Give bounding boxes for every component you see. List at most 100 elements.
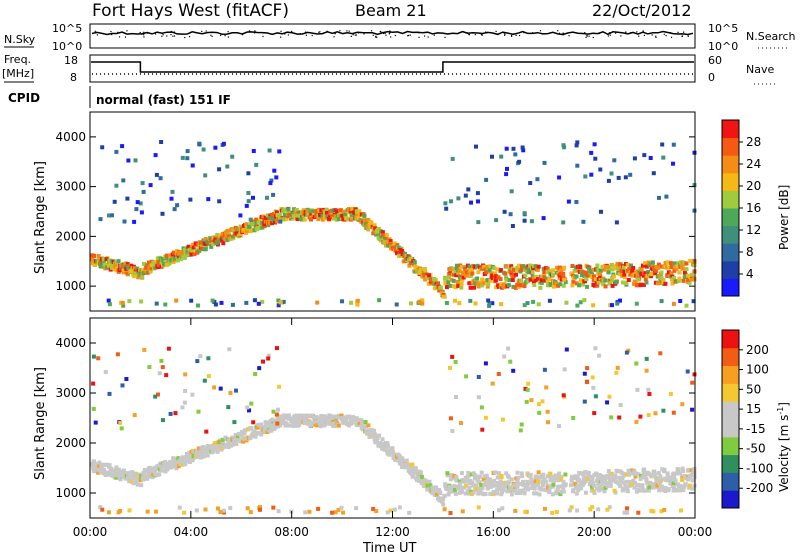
power-cell [592,274,596,279]
velocity-cell [578,484,583,489]
velocity-cell [569,483,573,488]
noise-dot [284,33,286,35]
power-ytick-label: 4000 [55,130,86,144]
power-cell [511,146,516,151]
velocity-cell [526,381,531,386]
noise-dot [511,35,513,37]
velocity-cell [554,491,559,496]
noise-dot [376,36,378,38]
power-cell [511,274,516,278]
velocity-cell [161,418,165,423]
velocity-colorbar-cell [722,454,739,473]
velocity-cell [629,482,634,487]
velocity-cell [415,474,420,479]
power-cell [636,283,641,288]
velocity-cell [382,444,387,449]
velocity-cell [171,456,176,461]
power-cell [300,217,305,222]
power-cell [141,189,146,194]
noise-dot [504,34,506,36]
noise-dot [390,36,392,38]
power-cell [244,223,249,228]
velocity-cell [233,433,238,437]
velocity-colorbar-cell [722,365,739,384]
power-cell [93,263,98,267]
power-cell [641,263,645,268]
power-cell [547,269,552,274]
velocity-cell [130,470,135,475]
velocity-cell [672,475,677,480]
power-cell [229,228,234,233]
power-cell [578,300,583,305]
noise-dot [562,34,564,36]
power-cell [678,299,683,303]
power-cell [369,220,374,225]
velocity-cell [449,473,454,478]
power-cell [409,301,413,306]
noise-tick-top: 10^5 [52,22,82,35]
power-cell [454,273,459,278]
power-cell [225,228,230,233]
velocity-cell [333,510,338,515]
power-cell [644,280,649,285]
power-cell [147,260,151,265]
power-cell [599,209,603,214]
power-cell [297,213,302,218]
velocity-cell [267,423,272,428]
velocity-cell [498,479,503,484]
velocity-cell [529,486,534,491]
noise-dot [210,34,212,36]
power-cell [238,224,243,229]
velocity-cell [611,478,616,483]
velocity-cell [446,492,451,497]
power-cell [271,192,276,197]
power-cell [122,219,127,224]
velocity-cell [511,368,516,373]
velocity-cell [644,356,649,361]
power-cell [572,268,577,273]
power-cell [201,147,206,152]
velocity-cell [183,389,188,393]
power-cell [528,263,532,268]
velocity-cell [454,395,458,399]
power-cell [179,257,183,262]
velocity-cell [287,413,291,418]
power-cell [343,212,348,217]
power-cell [412,260,417,265]
velocity-cell [494,483,498,488]
velocity-cell [191,454,196,459]
velocity-ytick-label: 1000 [55,486,86,500]
power-cell [270,221,275,226]
velocity-cell [367,434,372,439]
velocity-cell [590,485,594,489]
velocity-cell [253,434,258,439]
power-cell [520,145,525,150]
power-cell [539,280,544,285]
power-cell [509,272,514,277]
power-cell [624,281,629,286]
velocity-cell [562,367,567,372]
velocity-cell [596,507,601,512]
power-cell [519,278,523,283]
power-cell [192,252,197,257]
velocity-cell [537,402,541,407]
velocity-cell [476,491,481,496]
power-cell [571,279,576,284]
velocity-cell [532,486,537,491]
power-cell [244,231,248,236]
velocity-cell [292,423,297,428]
velocity-cell [481,477,486,482]
velocity-cell [413,466,418,471]
power-cell [681,278,686,283]
velocity-cell [197,446,202,451]
velocity-cell [200,451,205,456]
velocity-cell [297,422,302,427]
power-cell [508,269,513,274]
velocity-cell [256,425,260,430]
power-cell [578,265,583,269]
velocity-ytick-label: 2000 [55,436,86,450]
power-ylabel: Slant Range [km] [33,161,48,274]
velocity-cell [156,392,160,397]
power-cell [255,225,260,230]
velocity-cell [287,423,291,428]
